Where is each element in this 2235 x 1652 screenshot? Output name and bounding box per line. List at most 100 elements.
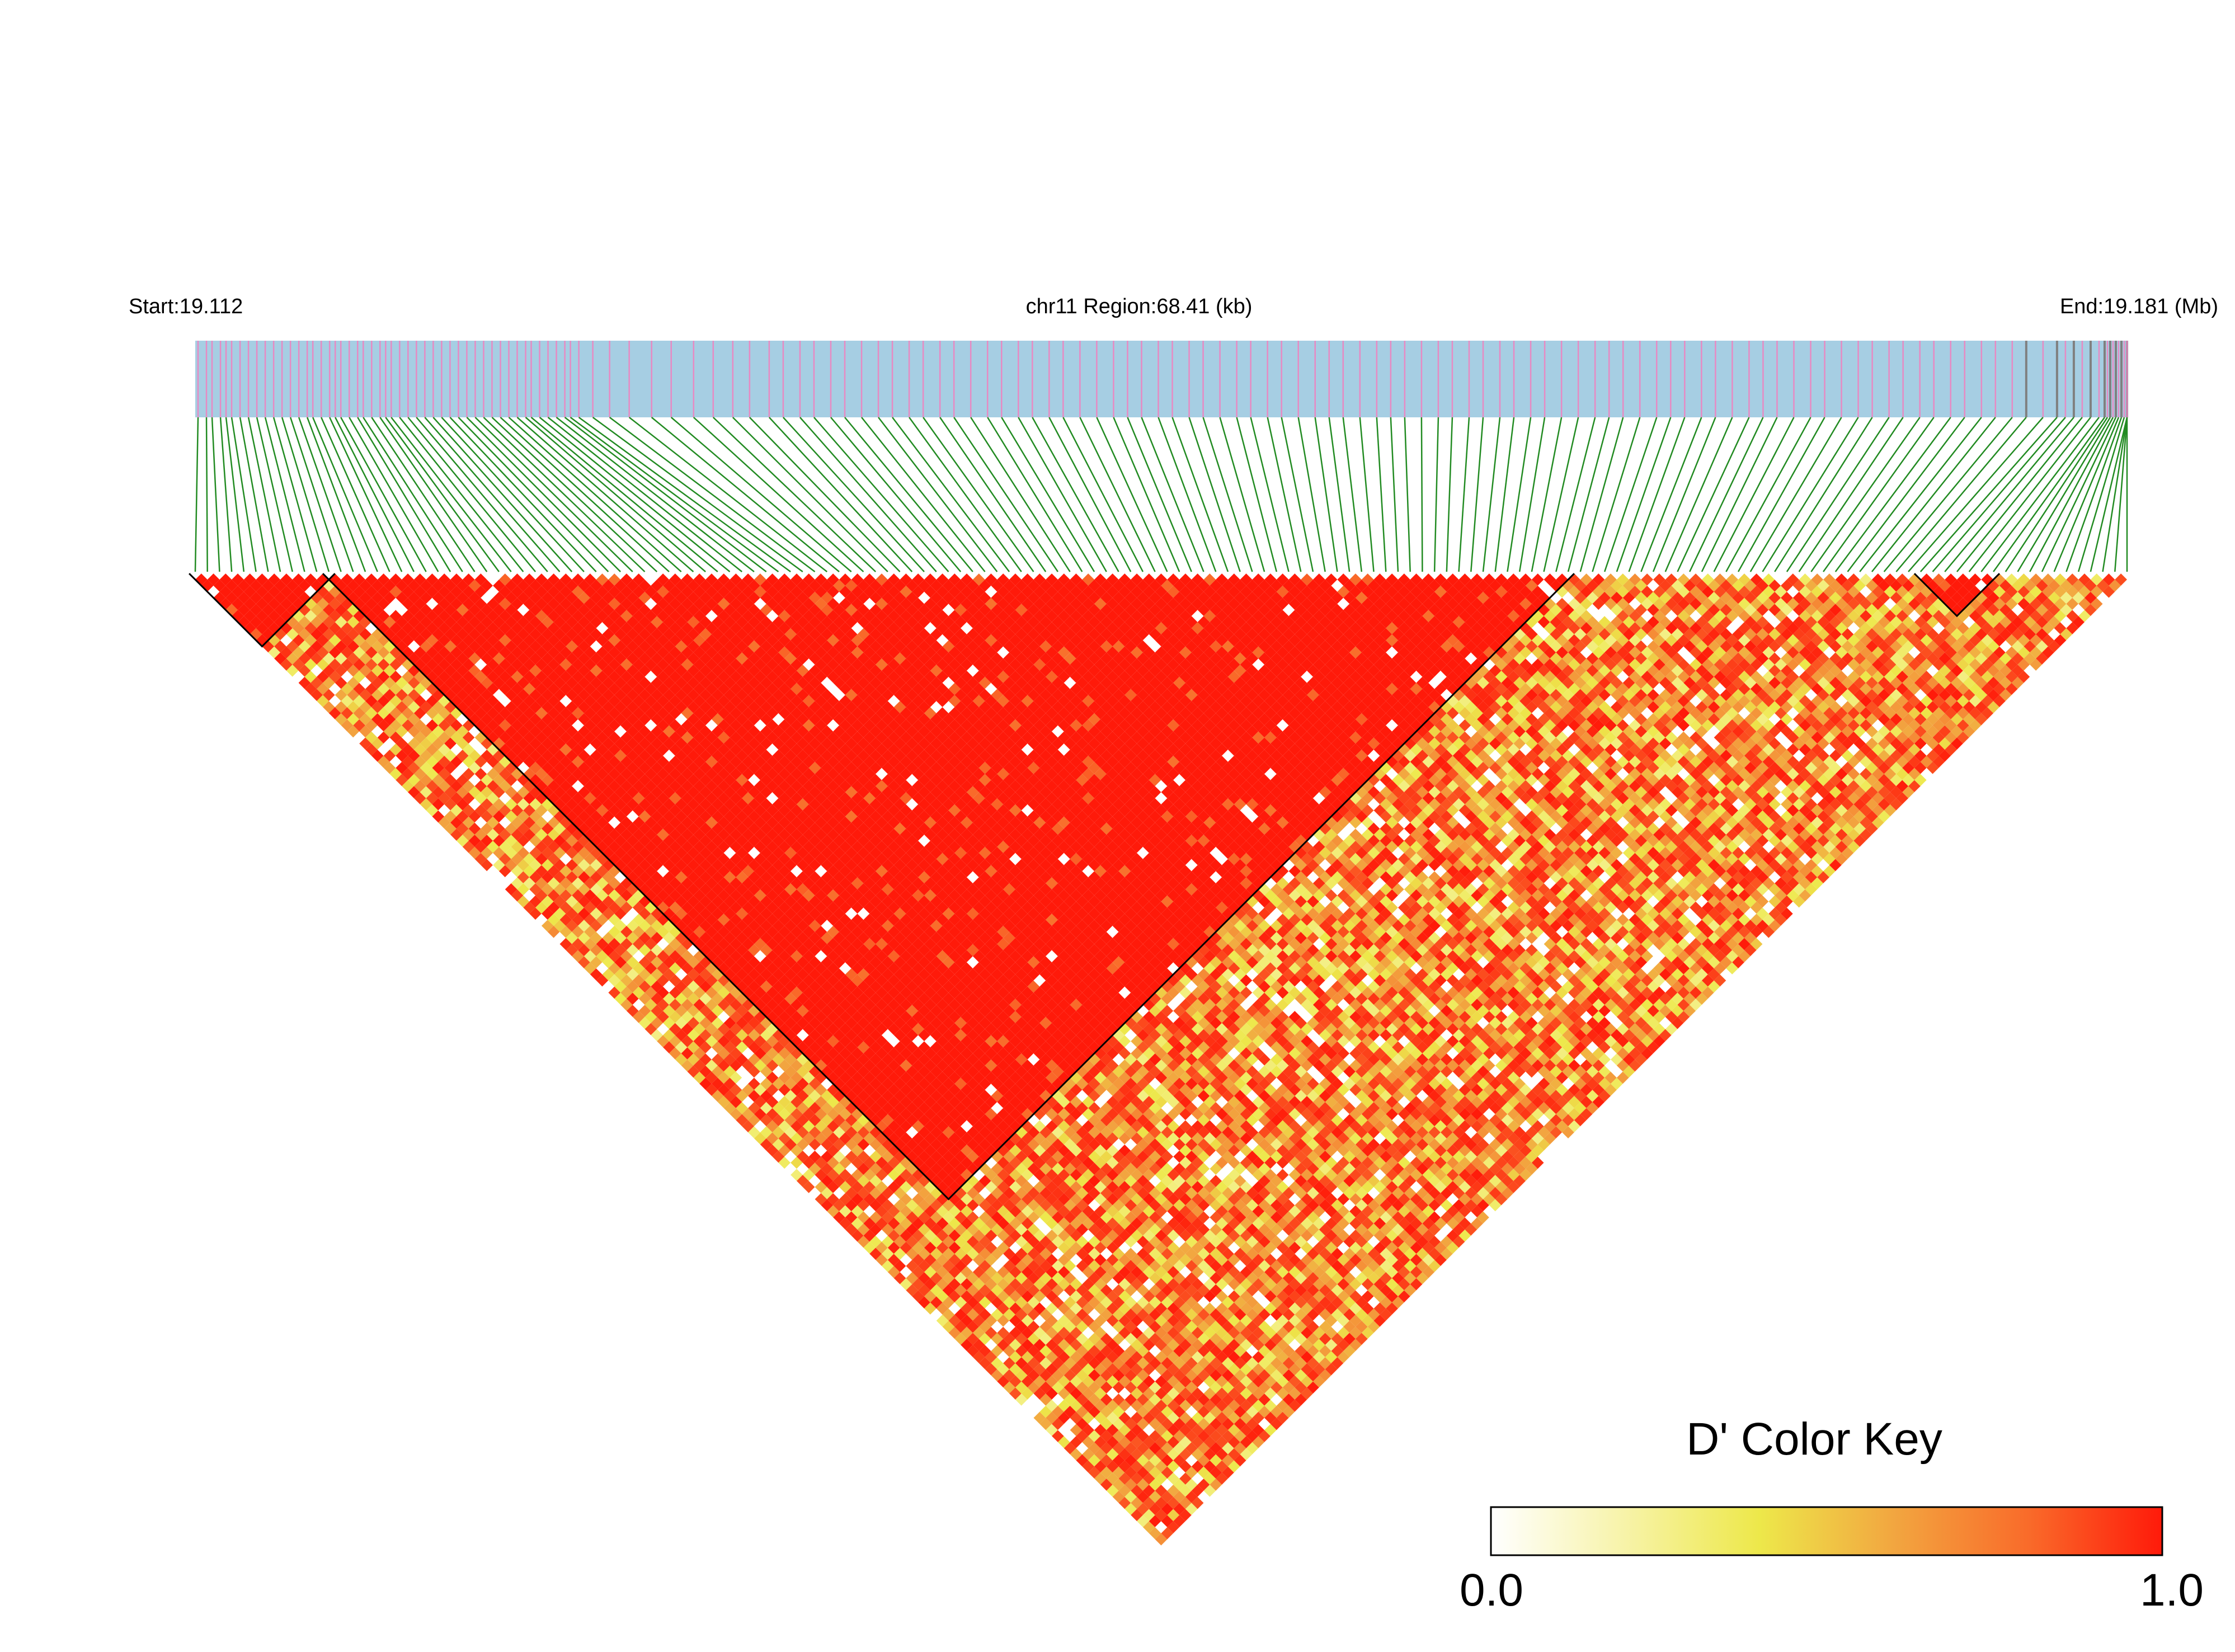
ld-cell [1106,1399,1119,1412]
snp-connector [1470,417,1484,572]
ld-cell [882,1260,894,1272]
ld-cell [256,610,269,623]
ld-cell [717,999,730,1011]
ld-cell [796,1150,809,1163]
ld-cell [1161,1515,1174,1527]
ld-cell [310,652,323,665]
ld-cell [596,925,609,938]
ld-cell [1021,1363,1034,1376]
ld-cell [887,1229,900,1242]
ld-cell [876,1132,888,1145]
ld-cell [644,925,657,938]
ld-cell [948,1241,961,1254]
ld-cell [1009,1290,1022,1303]
ld-cell [827,1169,839,1181]
ld-cell [292,670,305,683]
ld-cell [632,950,645,963]
ld-cell [498,755,511,768]
snp-connector [1919,417,2058,572]
ld-cell [365,670,378,683]
ld-cell [1142,1496,1155,1509]
ld-cell [578,859,590,872]
ld-cell [292,622,305,634]
ld-cell [833,1199,845,1212]
ld-cell [693,999,706,1011]
ld-cell [1057,1387,1070,1400]
snp-connector [1810,417,1921,572]
ld-cell [377,719,390,732]
ld-cell [876,1180,888,1193]
ld-cell [827,1205,839,1218]
snp-connector [1113,417,1180,572]
ld-cell [863,1180,876,1193]
ld-cell [620,901,633,914]
ld-cell [930,1284,943,1297]
ld-cell [498,804,511,817]
snp-connector [782,417,925,572]
ld-cell [426,683,439,695]
ld-cell [626,956,639,968]
ld-cell [474,804,487,817]
ld-cell [821,1126,834,1138]
ld-cell [614,956,627,968]
ld-cell [936,1278,949,1291]
ld-cell [1131,1460,1143,1473]
ld-cell [498,865,511,878]
ld-cell [474,853,487,865]
ld-cell [456,774,469,787]
ld-cell [833,1150,845,1163]
ld-cell [1118,1460,1131,1473]
ld-cell [717,1071,730,1084]
ld-cell [602,883,615,896]
ld-cell [280,634,293,647]
snp-connector [1798,417,1904,572]
ld-cell [948,1290,961,1303]
ld-cell [1033,1326,1046,1339]
ld-cell [936,1229,949,1242]
ld-cell [468,846,481,859]
ld-cell [815,1120,827,1133]
ld-cell [559,925,572,938]
ld-cell [948,1217,961,1230]
ld-cell [1082,1411,1095,1424]
ld-cell [1046,1351,1058,1363]
ld-cell [566,883,578,896]
ld-cell [547,901,560,914]
ld-cell [1052,1345,1064,1357]
snp-connector [1677,417,1750,572]
ld-cell [341,658,354,671]
ld-cell [954,1296,967,1309]
ld-cell [1082,1399,1095,1412]
ld-cell [353,707,366,719]
ld-cell [882,1248,894,1260]
ld-cell [1003,1345,1015,1357]
ld-cell [742,1120,754,1133]
ld-cell [796,1162,809,1175]
ld-cell [717,1095,730,1108]
ld-cell [972,1290,985,1303]
ld-cell [359,701,371,713]
ld-cell [985,1326,997,1339]
ld-cell [438,792,451,804]
ld-cell [863,1156,876,1169]
ld-cell [304,634,317,647]
ld-cell [663,980,675,993]
snp-connector [844,417,973,572]
snp-connector [1737,417,1825,572]
ld-cell [1021,1351,1034,1363]
ld-cell [462,743,475,756]
ld-cell [566,907,578,920]
ld-cell [481,774,493,787]
snp-connector [1079,417,1156,572]
ld-cell [851,1132,864,1145]
ld-cell [948,1205,961,1218]
ld-cell [1203,1484,1216,1497]
ld-cell [328,707,341,719]
snp-connector [547,417,743,572]
ld-cell [626,931,639,944]
ld-cell [717,1047,730,1060]
snp-connector [432,417,573,572]
ld-cell [821,1199,834,1212]
snp-connector [416,417,548,572]
ld-cell [936,1254,949,1267]
